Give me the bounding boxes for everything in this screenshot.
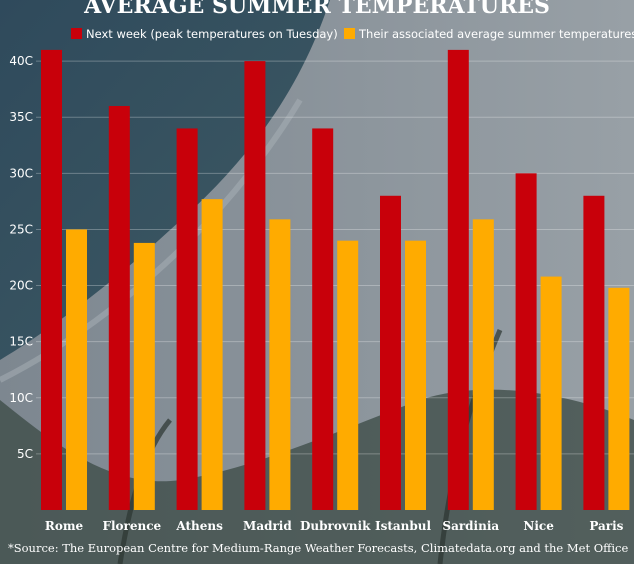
y-tick-label: 35C — [9, 110, 33, 124]
bar-next-week — [583, 195, 605, 510]
bar-next-week — [41, 49, 62, 511]
chart-title: AVERAGE SUMMER TEMPERATURES — [83, 0, 550, 19]
y-tick-label: 40C — [9, 54, 33, 68]
bar-next-week — [108, 106, 130, 510]
bar-average — [405, 240, 426, 510]
bars — [41, 49, 630, 511]
category-label: Madrid — [243, 519, 292, 533]
bar-average — [269, 219, 291, 510]
source-note: *Source: The European Centre for Medium-… — [8, 541, 629, 555]
legend: Next week (peak temperatures on Tuesday)… — [71, 27, 634, 41]
y-tick-label: 20C — [9, 279, 33, 293]
category-label: Rome — [45, 519, 84, 533]
y-axis-ticks: 5C 10C 15C 20C 25C 30C 35C 40C — [9, 54, 33, 461]
category-label: Istanbul — [375, 519, 432, 533]
bar-next-week — [312, 128, 334, 510]
legend-swatch-average — [344, 28, 355, 39]
bar-average — [540, 276, 562, 510]
bar-average — [201, 199, 223, 510]
y-tick-label: 30C — [9, 166, 33, 180]
bar-average — [337, 240, 359, 510]
bar-next-week — [380, 195, 401, 510]
category-label: Florence — [102, 519, 161, 533]
y-tick-label: 10C — [9, 391, 33, 405]
y-tick-label: 5C — [17, 447, 33, 461]
bar-average — [608, 287, 630, 510]
legend-label-next-week: Next week (peak temperatures on Tuesday) — [86, 27, 338, 41]
category-label: Nice — [523, 519, 554, 533]
category-label: Paris — [589, 519, 623, 533]
bar-average — [133, 242, 155, 510]
bar-next-week — [447, 49, 469, 511]
category-label: Dubrovnik — [300, 519, 371, 533]
bar-next-week — [244, 61, 266, 510]
legend-label-average: Their associated average summer temperat… — [358, 27, 634, 41]
bar-next-week — [515, 173, 537, 511]
y-tick-label: 25C — [9, 222, 33, 236]
legend-swatch-next-week — [71, 28, 82, 39]
y-tick-label: 15C — [9, 335, 33, 349]
category-label: Athens — [175, 519, 223, 533]
bar-average — [472, 219, 494, 510]
bar-next-week — [176, 128, 198, 510]
category-label: Sardinia — [442, 519, 499, 533]
category-labels: Rome Florence Athens Madrid Dubrovnik Istanbu… — [45, 519, 624, 533]
bar-average — [66, 229, 87, 510]
